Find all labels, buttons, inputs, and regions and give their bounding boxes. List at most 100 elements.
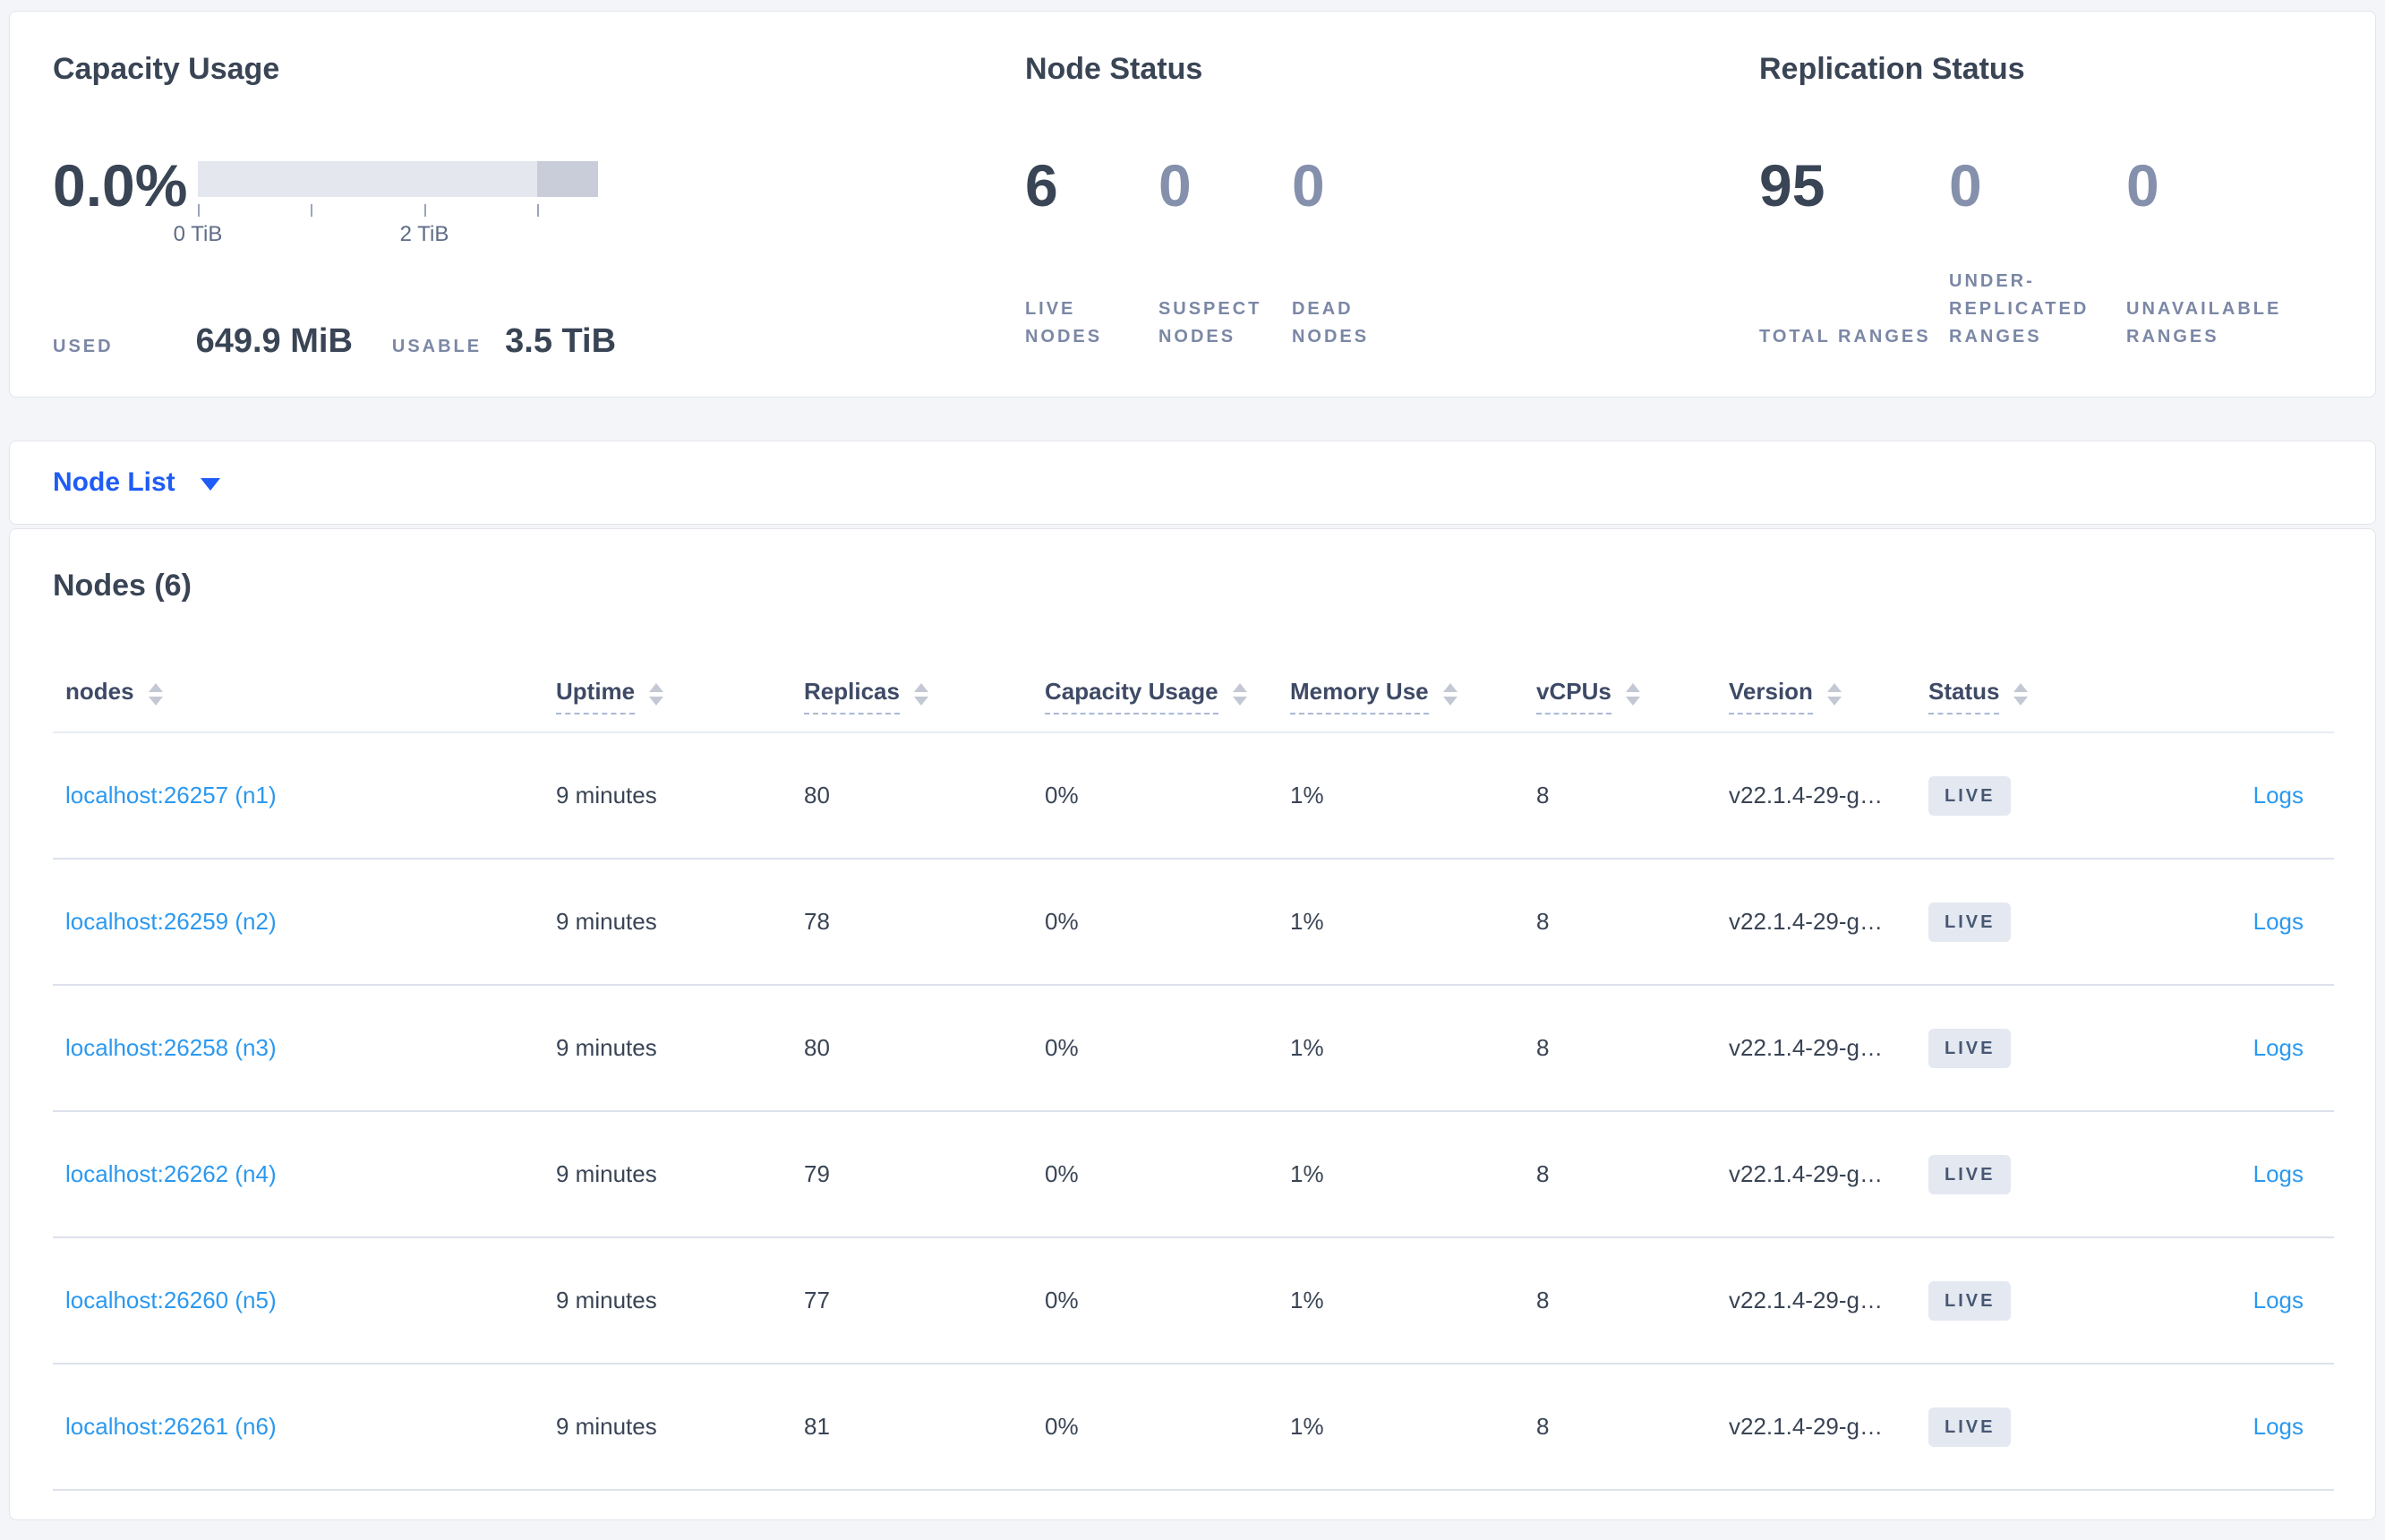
sort-down-icon xyxy=(1826,697,1842,706)
node-status-stats: 6 LIVE NODES 0 SUSPECT NODES 0 DEAD NODES xyxy=(1025,156,1759,351)
column-header-label: Status xyxy=(1928,678,2000,714)
node-table-body: localhost:26257 (n1) 9 minutes 80 0% 1% 8 v22.… xyxy=(53,732,2334,1490)
memory-use-cell: 1% xyxy=(1290,782,1324,808)
replicas-cell: 80 xyxy=(804,1034,830,1061)
replication-stat-1: 0 UNDER-REPLICATED RANGES xyxy=(1949,156,2126,351)
sort-arrows-icon xyxy=(1232,683,1247,706)
logs-link[interactable]: Logs xyxy=(2252,1034,2304,1061)
vcpus-cell: 8 xyxy=(1536,1413,1550,1440)
vcpus-cell: 8 xyxy=(1536,1034,1550,1061)
version-cell: v22.1.4-29-g… xyxy=(1729,908,1883,935)
logs-link[interactable]: Logs xyxy=(2252,1160,2304,1187)
node-status-stat-label: LIVE NODES xyxy=(1024,298,1103,346)
column-header-inner: nodes xyxy=(65,678,543,714)
replicas-cell: 80 xyxy=(804,782,830,808)
sort-arrows-icon xyxy=(2013,683,2029,706)
version-cell: v22.1.4-29-g… xyxy=(1729,782,1883,808)
status-cell: LIVE xyxy=(1916,1111,2137,1237)
version-cell: v22.1.4-29-g… xyxy=(1729,1034,1883,1061)
capacity-bar-chart: 0 TiB 2 TiB xyxy=(174,156,598,251)
used-value: 649.9 MiB xyxy=(195,321,353,360)
capacity-stats-row: USED 649.9 MiB USABLE 3.5 TiB xyxy=(53,322,1025,361)
node-link[interactable]: localhost:26259 (n2) xyxy=(65,908,277,935)
column-header-vcpus[interactable]: vCPUs xyxy=(1524,661,1716,732)
node-link[interactable]: localhost:26262 (n4) xyxy=(65,1160,277,1187)
sort-up-icon xyxy=(913,683,928,692)
node-address-cell: localhost:26259 (n2) xyxy=(53,859,543,985)
sort-up-icon xyxy=(649,683,664,692)
column-header-replicas[interactable]: Replicas xyxy=(791,661,1032,732)
memory-use-cell: 1% xyxy=(1290,1287,1324,1313)
status-badge: LIVE xyxy=(1928,1407,2012,1447)
node-link[interactable]: localhost:26258 (n3) xyxy=(65,1034,277,1061)
table-row: localhost:26260 (n5) 9 minutes 77 0% 1% 8 v22.… xyxy=(53,1237,2334,1364)
capacity-usage-cell: 0% xyxy=(1045,1287,1079,1313)
capacity-usage-panel: Capacity Usage 0.0% 0 TiB 2 TiB xyxy=(53,51,1025,360)
usable-label: USABLE xyxy=(391,336,483,356)
memory-use-cell: 1% xyxy=(1290,1160,1324,1187)
replication-stat-value: 0 xyxy=(1949,151,1982,218)
logs-link[interactable]: Logs xyxy=(2252,782,2304,808)
logs-link[interactable]: Logs xyxy=(2252,1287,2304,1313)
axis-tick xyxy=(424,203,426,217)
version-cell: v22.1.4-29-g… xyxy=(1729,1287,1883,1313)
sort-arrows-icon xyxy=(649,683,664,706)
uptime-cell: 9 minutes xyxy=(556,1413,657,1440)
node-status-stat-label: DEAD NODES xyxy=(1291,298,1370,346)
vcpus-cell: 8 xyxy=(1536,1160,1550,1187)
node-status-stat-label: SUSPECT NODES xyxy=(1158,298,1262,346)
sort-arrows-icon xyxy=(148,683,163,706)
column-header-status[interactable]: Status xyxy=(1916,661,2137,732)
table-row: localhost:26262 (n4) 9 minutes 79 0% 1% 8 v22.… xyxy=(53,1111,2334,1237)
sort-up-icon xyxy=(2013,683,2029,692)
replication-stat-label: UNDER-REPLICATED RANGES xyxy=(1949,270,2090,346)
node-link[interactable]: localhost:26260 (n5) xyxy=(65,1287,277,1313)
column-header-label: nodes xyxy=(65,678,134,705)
node-link[interactable]: localhost:26257 (n1) xyxy=(65,782,277,808)
column-header-inner: Version xyxy=(1729,678,1916,714)
node-link[interactable]: localhost:26261 (n6) xyxy=(65,1413,277,1440)
capacity-usage-cell: 0% xyxy=(1045,1413,1079,1440)
nodes-section-title: Nodes (6) xyxy=(53,569,192,603)
node-address-cell: localhost:26257 (n1) xyxy=(53,732,543,859)
status-cell: LIVE xyxy=(1916,1364,2137,1490)
sort-arrows-icon xyxy=(913,683,928,706)
node-status-stat-1: 0 SUSPECT NODES xyxy=(1158,156,1292,351)
sort-up-icon xyxy=(1625,683,1640,692)
column-header-version[interactable]: Version xyxy=(1716,661,1916,732)
status-badge: LIVE xyxy=(1928,1154,2012,1194)
column-header-capacity-usage[interactable]: Capacity Usage xyxy=(1032,661,1278,732)
node-address-cell: localhost:26260 (n5) xyxy=(53,1237,543,1364)
capacity-axis-ticks xyxy=(198,203,598,217)
logs-link[interactable]: Logs xyxy=(2252,908,2304,935)
column-header-label: Memory Use xyxy=(1290,678,1429,714)
node-list-dropdown[interactable]: Node List xyxy=(53,467,220,498)
status-cell: LIVE xyxy=(1916,859,2137,985)
capacity-usage-cell: 0% xyxy=(1045,1160,1079,1187)
axis-tick xyxy=(198,203,200,217)
sort-up-icon xyxy=(148,683,163,692)
node-status-stat-value: 0 xyxy=(1158,151,1192,218)
column-header-memory-use[interactable]: Memory Use xyxy=(1278,661,1524,732)
usable-value: 3.5 TiB xyxy=(505,321,617,360)
sort-up-icon xyxy=(1442,683,1458,692)
column-header-nodes[interactable]: nodes xyxy=(53,661,543,732)
replication-status-panel: Replication Status 95 TOTAL RANGES 0 UNDER-… xyxy=(1759,51,2332,357)
column-header-label: Replicas xyxy=(804,678,900,714)
column-header-label: Capacity Usage xyxy=(1045,678,1218,714)
table-row: localhost:26258 (n3) 9 minutes 80 0% 1% 8 v22.… xyxy=(53,985,2334,1111)
table-header-row: nodes Uptime Replicas Capacity Usage Memory … xyxy=(53,661,2334,732)
sort-down-icon xyxy=(1442,697,1458,706)
sort-down-icon xyxy=(649,697,664,706)
replication-stat-value: 95 xyxy=(1759,151,1825,218)
nodes-table: nodes Uptime Replicas Capacity Usage Memory … xyxy=(53,661,2334,1491)
axis-tick xyxy=(537,203,539,217)
capacity-usage-title: Capacity Usage xyxy=(53,52,280,86)
replication-stat-label: TOTAL RANGES xyxy=(1759,326,1931,346)
column-header-inner xyxy=(2150,692,2334,701)
node-status-stat-2: 0 DEAD NODES xyxy=(1292,156,1425,351)
logs-link[interactable]: Logs xyxy=(2252,1413,2304,1440)
memory-use-cell: 1% xyxy=(1290,908,1324,935)
status-badge: LIVE xyxy=(1928,1280,2012,1321)
column-header-uptime[interactable]: Uptime xyxy=(543,661,791,732)
